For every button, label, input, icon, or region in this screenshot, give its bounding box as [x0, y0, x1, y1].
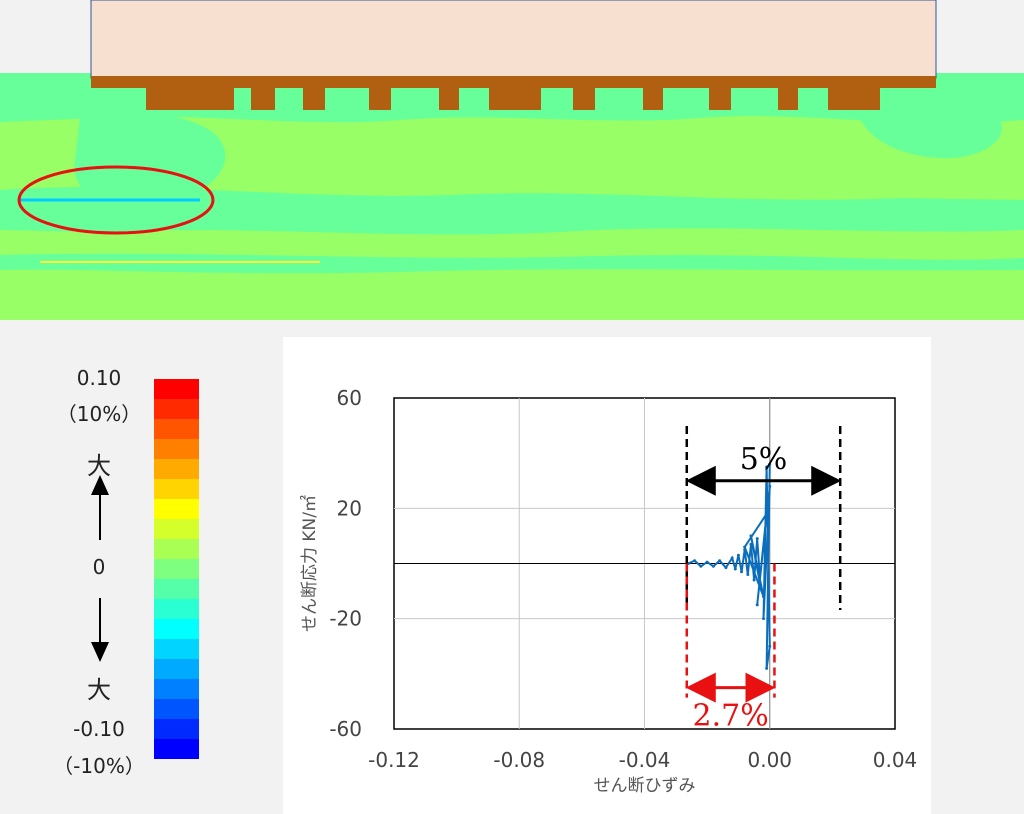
legend-bottom-large: 大: [87, 676, 111, 704]
data-point: [755, 537, 759, 541]
highlight-circle: [17, 165, 215, 235]
soil-region-right: [860, 112, 1002, 159]
data-point: [761, 595, 765, 599]
legend-color-segment: [154, 599, 199, 619]
footing: [643, 86, 663, 110]
footing: [303, 86, 325, 110]
legend-color-segment: [154, 379, 199, 399]
data-point: [733, 567, 737, 571]
y-axis-label: せん断応力 KN/㎡: [300, 495, 320, 632]
legend-color-segment: [154, 659, 199, 679]
data-point: [761, 617, 765, 621]
legend-color-segment: [154, 719, 199, 739]
legend-top-value: 0.10: [76, 366, 122, 390]
legend-color-segment: [154, 439, 199, 459]
data-point: [758, 584, 762, 588]
data-point: [740, 570, 744, 574]
data-point: [749, 534, 753, 538]
footing: [573, 86, 595, 110]
legend-color-segment: [154, 559, 199, 579]
legend-color-segment: [154, 639, 199, 659]
arrow-up-icon: [91, 475, 109, 495]
legend-color-segment: [154, 459, 199, 479]
legend-color-segment: [154, 519, 199, 539]
y-tick-label: 60: [337, 386, 362, 410]
y-tick-label: -60: [329, 717, 362, 741]
footing: [828, 86, 880, 110]
data-point: [749, 542, 753, 546]
data-point: [752, 578, 756, 582]
data-point: [765, 666, 769, 670]
legend-bottom-percent: （-10%）: [53, 754, 145, 778]
foundation-footings: [146, 86, 880, 110]
dimension-label: 5%: [740, 442, 788, 477]
data-point: [699, 564, 703, 568]
legend-zero: 0: [92, 555, 106, 579]
legend-top-percent: （10%）: [56, 402, 142, 426]
data-point: [768, 644, 772, 648]
building: [90, 0, 937, 79]
data-point: [724, 566, 728, 570]
footing: [439, 86, 459, 110]
footing: [709, 86, 731, 110]
data-point: [746, 573, 750, 577]
stress-strain-chart: -0.12 -0.08 -0.04 0.00 0.04 60 20 -20 -60 せん断ひずみ せ…: [300, 386, 918, 796]
x-tick-label: -0.08: [493, 748, 545, 772]
data-point: [765, 512, 769, 516]
data-point: [718, 559, 722, 563]
data-point: [730, 556, 734, 560]
data-point: [705, 560, 709, 564]
x-tick-label: 0.00: [747, 748, 792, 772]
y-tick-label: 20: [337, 496, 362, 520]
legend-color-bar: [154, 379, 199, 759]
data-point: [743, 545, 747, 549]
data-point: [755, 603, 759, 607]
legend-color-segment: [154, 699, 199, 719]
footing: [146, 86, 234, 110]
data-point: [736, 553, 740, 557]
y-tick-label: -20: [329, 607, 362, 631]
soil-region-left: [74, 111, 226, 211]
x-tick-label: -0.12: [368, 748, 420, 772]
legend-top-large: 大: [87, 452, 111, 480]
footing: [251, 86, 275, 110]
chart-panel: -0.12 -0.08 -0.04 0.00 0.04 60 20 -20 -60 せん断ひずみ せ…: [283, 337, 931, 814]
x-tick-label: -0.04: [619, 748, 671, 772]
x-axis-label: せん断ひずみ: [594, 776, 696, 796]
data-point: [768, 484, 772, 488]
footing: [778, 86, 798, 110]
footing: [369, 86, 391, 110]
soil-band-middle: [0, 187, 1024, 235]
data-point: [693, 559, 697, 563]
legend-color-segment: [154, 679, 199, 699]
dimension-label: 2.7%: [693, 699, 769, 734]
legend-color-segment: [154, 479, 199, 499]
data-point: [743, 548, 747, 552]
legend-color-segment: [154, 539, 199, 559]
legend-color-segment: [154, 579, 199, 599]
data-point: [711, 564, 715, 568]
legend-bottom-value: -0.10: [73, 717, 125, 741]
legend-color-segment: [154, 399, 199, 419]
x-tick-label: 0.04: [873, 748, 918, 772]
arrow-down-icon: [91, 642, 109, 662]
legend-color-segment: [154, 739, 199, 759]
series-line: [687, 464, 771, 669]
legend-arrows: [91, 475, 109, 662]
legend-color-segment: [154, 499, 199, 519]
legend-color-segment: [154, 419, 199, 439]
footing: [489, 86, 541, 110]
soil-contour-map: [0, 0, 1024, 325]
data-point: [768, 462, 772, 466]
soil-band-lower: [0, 253, 1024, 274]
legend-color-segment: [154, 619, 199, 639]
foundation-slab: [91, 76, 936, 88]
